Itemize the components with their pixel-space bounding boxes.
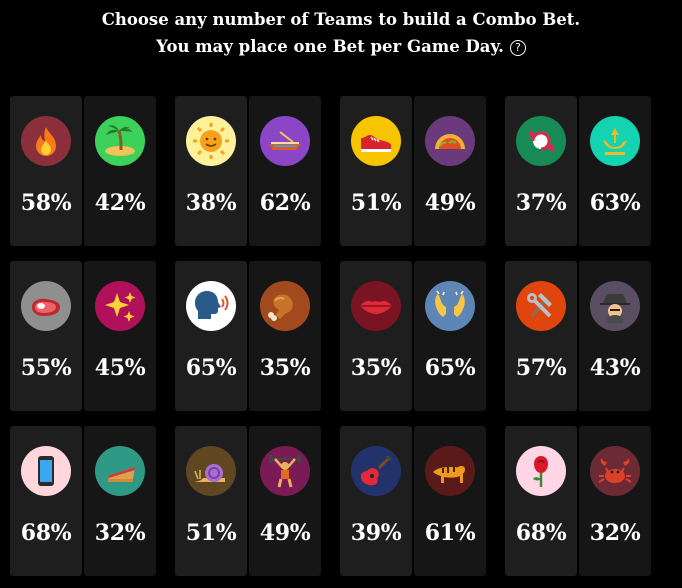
game-4: 37% 63% <box>505 96 651 246</box>
team-card[interactable]: 35% <box>340 261 412 411</box>
hammer-wrench-icon <box>516 281 566 331</box>
team-card[interactable]: 51% <box>340 96 412 246</box>
fire-icon <box>21 116 71 166</box>
team-percentage: 68% <box>20 520 72 546</box>
steak-icon <box>21 281 71 331</box>
team-card[interactable]: 32% <box>579 426 651 576</box>
drumstick-icon <box>260 281 310 331</box>
crab-icon <box>590 446 640 496</box>
game-5: 55% 45% <box>10 261 156 411</box>
game-7: 35% 65% <box>340 261 486 411</box>
team-card[interactable]: 62% <box>249 96 321 246</box>
team-percentage: 51% <box>350 190 402 216</box>
team-percentage: 61% <box>424 520 476 546</box>
team-card[interactable]: 68% <box>10 426 82 576</box>
team-card[interactable]: 55% <box>10 261 82 411</box>
sneaker-icon <box>351 116 401 166</box>
team-card[interactable]: 32% <box>84 426 156 576</box>
game-9: 68% 32% <box>10 426 156 576</box>
team-percentage: 35% <box>350 355 402 381</box>
candy-icon <box>516 116 566 166</box>
lips-icon <box>351 281 401 331</box>
sun-icon <box>186 116 236 166</box>
team-card[interactable]: 39% <box>340 426 412 576</box>
team-percentage: 62% <box>259 190 311 216</box>
taco-icon <box>425 116 475 166</box>
game-2: 38% 62% <box>175 96 321 246</box>
game-3: 51% 49% <box>340 96 486 246</box>
team-percentage: 38% <box>185 190 237 216</box>
team-card[interactable]: 58% <box>10 96 82 246</box>
team-card[interactable]: 42% <box>84 96 156 246</box>
game-10: 51% 49% <box>175 426 321 576</box>
team-card[interactable]: 49% <box>414 96 486 246</box>
team-card[interactable]: 37% <box>505 96 577 246</box>
team-percentage: 57% <box>515 355 567 381</box>
trident-icon <box>590 116 640 166</box>
instructions-line-2: You may place one Bet per Game Day.? <box>0 33 682 60</box>
team-percentage: 49% <box>424 190 476 216</box>
team-percentage: 68% <box>515 520 567 546</box>
game-8: 57% 43% <box>505 261 651 411</box>
team-card[interactable]: 57% <box>505 261 577 411</box>
team-percentage: 35% <box>259 355 311 381</box>
team-card[interactable]: 45% <box>84 261 156 411</box>
snail-icon <box>186 446 236 496</box>
guitar-icon <box>351 446 401 496</box>
game-11: 39% 61% <box>340 426 486 576</box>
team-percentage: 42% <box>94 190 146 216</box>
team-card[interactable]: 35% <box>249 261 321 411</box>
team-card[interactable]: 43% <box>579 261 651 411</box>
team-percentage: 39% <box>350 520 402 546</box>
team-percentage: 65% <box>424 355 476 381</box>
team-percentage: 63% <box>589 190 641 216</box>
phone-icon <box>21 446 71 496</box>
team-percentage: 45% <box>94 355 146 381</box>
canoe-icon <box>260 116 310 166</box>
team-card[interactable]: 63% <box>579 96 651 246</box>
help-icon[interactable]: ? <box>509 40 526 56</box>
weightlifter-icon <box>260 446 310 496</box>
sparkles-icon <box>95 281 145 331</box>
instructions-line-1: Choose any number of Teams to build a Co… <box>101 10 581 29</box>
team-percentage: 49% <box>259 520 311 546</box>
team-card[interactable]: 65% <box>414 261 486 411</box>
game-12: 68% 32% <box>505 426 651 576</box>
raised-hands-icon <box>425 281 475 331</box>
team-card[interactable]: 65% <box>175 261 247 411</box>
team-percentage: 51% <box>185 520 237 546</box>
instructions-header: Choose any number of Teams to build a Co… <box>0 6 682 60</box>
speaking-head-icon <box>186 281 236 331</box>
detective-icon <box>590 281 640 331</box>
team-card[interactable]: 61% <box>414 426 486 576</box>
island-icon <box>95 116 145 166</box>
game-1: 58% 42% <box>10 96 156 246</box>
game-6: 65% 35% <box>175 261 321 411</box>
team-percentage: 58% <box>20 190 72 216</box>
team-percentage: 65% <box>185 355 237 381</box>
instructions-line-2-text: You may place one Bet per Game Day. <box>156 37 504 56</box>
team-percentage: 32% <box>589 520 641 546</box>
rose-icon <box>516 446 566 496</box>
team-card[interactable]: 51% <box>175 426 247 576</box>
team-card[interactable]: 49% <box>249 426 321 576</box>
team-percentage: 55% <box>20 355 72 381</box>
pie-icon <box>95 446 145 496</box>
team-percentage: 43% <box>589 355 641 381</box>
tiger-icon <box>425 446 475 496</box>
team-card[interactable]: 38% <box>175 96 247 246</box>
team-percentage: 32% <box>94 520 146 546</box>
team-card[interactable]: 68% <box>505 426 577 576</box>
team-percentage: 37% <box>515 190 567 216</box>
